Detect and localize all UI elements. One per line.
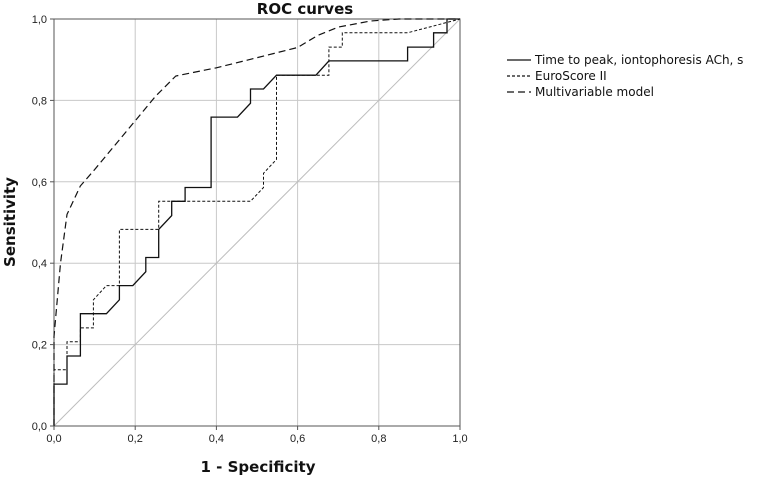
legend-label-3: Multivariable model: [535, 85, 654, 99]
x-tick-label: 1,0: [452, 433, 467, 445]
x-axis-label: 1 - Specificity: [201, 458, 316, 476]
reference-diagonal: [53, 18, 461, 427]
y-tick-label: 0,4: [32, 258, 47, 270]
y-tick-label: 0,6: [32, 177, 47, 189]
x-tick-label: 0,2: [128, 433, 143, 445]
legend-label-2: EuroScore II: [535, 69, 607, 83]
x-tick-label: 0,0: [46, 433, 61, 445]
grid-lines: [54, 19, 460, 426]
roc-series-3-line: [53, 18, 460, 426]
y-axis-label: Sensitivity: [1, 177, 19, 267]
roc-series-group: [53, 18, 461, 426]
roc-series-2-line: [53, 18, 461, 426]
y-tick-label: 0,8: [32, 95, 47, 107]
legend-label-1: Time to peak, iontophoresis ACh, s: [534, 53, 743, 67]
x-tick-label: 0,6: [290, 433, 305, 445]
x-tick-label: 0,4: [209, 433, 224, 445]
legend: Time to peak, iontophoresis ACh, s EuroSc…: [507, 53, 743, 99]
x-axis-ticks: 0,0 0,2 0,4 0,6 0,8 1,0: [46, 426, 468, 445]
x-tick-label: 0,8: [371, 433, 386, 445]
reference-diagonal-group: [53, 18, 461, 427]
chart-title: ROC curves: [257, 0, 353, 18]
y-tick-label: 0,2: [32, 340, 47, 352]
y-tick-label: 1,0: [32, 14, 47, 26]
plot-area-frame: [53, 18, 461, 427]
y-tick-label: 0,0: [32, 421, 47, 433]
y-axis-ticks: 0,0 0,2 0,4 0,6 0,8 1,0: [32, 14, 54, 433]
